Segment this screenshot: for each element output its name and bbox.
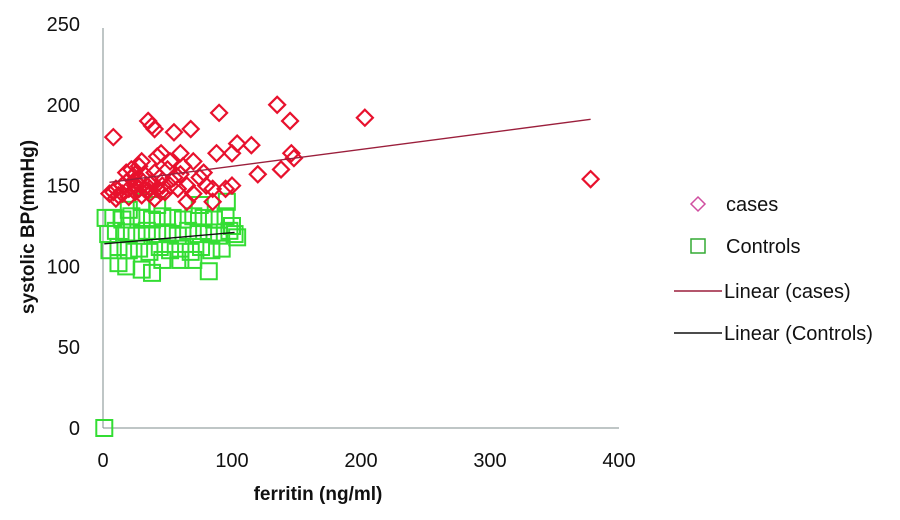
cases-point: [284, 148, 304, 168]
controls-point: [119, 200, 138, 219]
controls-point: [228, 228, 247, 247]
x-tick-label: 400: [602, 450, 635, 472]
controls-point: [143, 263, 162, 282]
controls-point: [132, 260, 151, 279]
y-tick-label: 150: [47, 176, 80, 198]
controls-point: [163, 208, 182, 227]
controls-point: [216, 207, 235, 226]
cases-point: [134, 179, 154, 199]
y-tick-label: 0: [69, 418, 80, 440]
cases-point: [203, 179, 223, 199]
controls-point: [189, 225, 208, 244]
y-tick-label: 100: [47, 256, 80, 278]
trendline-cases: [109, 118, 591, 184]
controls-point: [179, 221, 198, 240]
plot-area: [95, 28, 619, 437]
cases-point: [160, 151, 180, 171]
cases-point: [147, 146, 167, 167]
cases-point: [215, 179, 236, 199]
x-tick-labels: 0 100 200 300 400: [97, 450, 635, 472]
cases-point: [209, 103, 229, 123]
cases-point: [203, 192, 223, 212]
diamond-icon: [689, 195, 707, 213]
square-icon: [690, 238, 706, 254]
cases-point: [145, 119, 165, 139]
controls-point: [171, 250, 190, 269]
cases-point: [164, 122, 184, 142]
cases-point: [173, 156, 193, 176]
x-tick-label: 100: [215, 450, 248, 472]
x-tick-label: 0: [97, 450, 108, 472]
controls-point: [100, 241, 119, 260]
cases-point: [355, 108, 375, 128]
cases-point: [132, 151, 152, 171]
controls-point: [153, 250, 172, 269]
cases-point: [121, 159, 141, 179]
cases-point: [227, 134, 247, 154]
controls-point: [184, 250, 203, 269]
controls-point: [137, 221, 156, 240]
cases-point: [271, 159, 291, 179]
legend-item-linear-cases: Linear (cases): [674, 281, 851, 303]
legend-item-cases: cases: [689, 194, 778, 216]
legend-label-controls: Controls: [726, 236, 800, 258]
controls-point: [199, 262, 218, 281]
cases-point: [267, 95, 287, 115]
cases-point: [183, 151, 203, 171]
legend-item-linear-controls: Linear (Controls): [674, 323, 873, 345]
y-tick-labels: 0 50 100 150 200 250: [47, 14, 80, 440]
legend-item-controls: Controls: [690, 236, 800, 258]
controls-point: [143, 210, 162, 229]
controls-point: [223, 217, 241, 235]
controls-point: [171, 239, 190, 258]
cases-point: [241, 135, 261, 155]
controls-point: [113, 210, 132, 229]
cases-point: [581, 169, 601, 189]
cases-point: [281, 143, 301, 163]
cases-point: [181, 119, 201, 139]
cases-point: [151, 182, 171, 202]
cases-point: [145, 188, 165, 209]
legend-label-cases: cases: [726, 194, 778, 216]
controls-point: [212, 239, 231, 258]
trendline-controls: [104, 231, 235, 245]
y-tick-label: 250: [47, 14, 80, 36]
y-tick-label: 200: [47, 95, 80, 117]
cases-point: [103, 127, 123, 147]
y-tick-label: 50: [58, 337, 80, 359]
legend-label-linear-cases: Linear (cases): [724, 281, 851, 303]
x-axis-title: ferritin (ng/ml): [254, 484, 383, 505]
cases-point: [248, 164, 268, 184]
cases-point: [168, 179, 188, 199]
cases-point: [177, 192, 197, 212]
controls-point: [217, 192, 236, 211]
controls-points: [95, 192, 247, 437]
legend: cases Controls Linear (cases) Linear (Co…: [674, 194, 873, 345]
legend-label-linear-controls: Linear (Controls): [724, 323, 873, 345]
cases-points: [99, 95, 601, 212]
controls-point: [148, 225, 167, 244]
controls-point: [95, 419, 114, 437]
cases-point: [152, 176, 172, 196]
y-axis-title: systolic BP(mmHg): [18, 140, 39, 314]
cases-point: [206, 143, 227, 163]
controls-point: [184, 207, 203, 226]
x-tick-label: 200: [344, 450, 377, 472]
cases-point: [280, 111, 300, 131]
x-tick-label: 300: [473, 450, 506, 472]
controls-point: [202, 241, 221, 260]
